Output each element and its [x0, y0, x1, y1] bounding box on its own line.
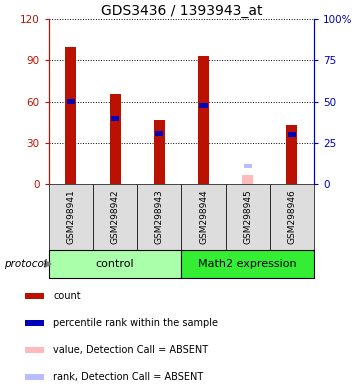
Bar [288, 132, 296, 137]
Bar [65, 47, 77, 184]
Bar [226, 184, 270, 250]
Text: GSM298944: GSM298944 [199, 190, 208, 244]
Bar [25, 374, 44, 380]
Bar [25, 293, 44, 299]
Bar [49, 184, 93, 250]
Text: protocol: protocol [4, 259, 46, 269]
Text: GSM298945: GSM298945 [243, 190, 252, 244]
Bar [270, 184, 314, 250]
Text: GSM298941: GSM298941 [66, 190, 75, 244]
Bar [198, 56, 209, 184]
Bar [286, 125, 297, 184]
Text: Math2 expression: Math2 expression [199, 259, 297, 269]
Bar [93, 184, 137, 250]
Text: GSM298942: GSM298942 [110, 190, 119, 244]
Bar [155, 131, 164, 136]
Bar [181, 250, 314, 278]
Bar [25, 320, 44, 326]
Text: control: control [96, 259, 134, 269]
Bar [111, 116, 119, 121]
Bar [25, 347, 44, 353]
Text: GSM298943: GSM298943 [155, 190, 164, 244]
Bar [242, 175, 253, 184]
Text: rank, Detection Call = ABSENT: rank, Detection Call = ABSENT [53, 372, 204, 382]
Bar [244, 164, 252, 169]
Bar [67, 99, 75, 104]
Bar [49, 250, 181, 278]
Bar [154, 120, 165, 184]
Bar [181, 184, 226, 250]
Bar [137, 184, 182, 250]
Title: GDS3436 / 1393943_at: GDS3436 / 1393943_at [101, 4, 262, 18]
Bar [199, 103, 208, 108]
Text: value, Detection Call = ABSENT: value, Detection Call = ABSENT [53, 345, 208, 355]
Text: GSM298946: GSM298946 [287, 190, 296, 244]
Text: count: count [53, 291, 81, 301]
Bar [109, 94, 121, 184]
Text: percentile rank within the sample: percentile rank within the sample [53, 318, 218, 328]
